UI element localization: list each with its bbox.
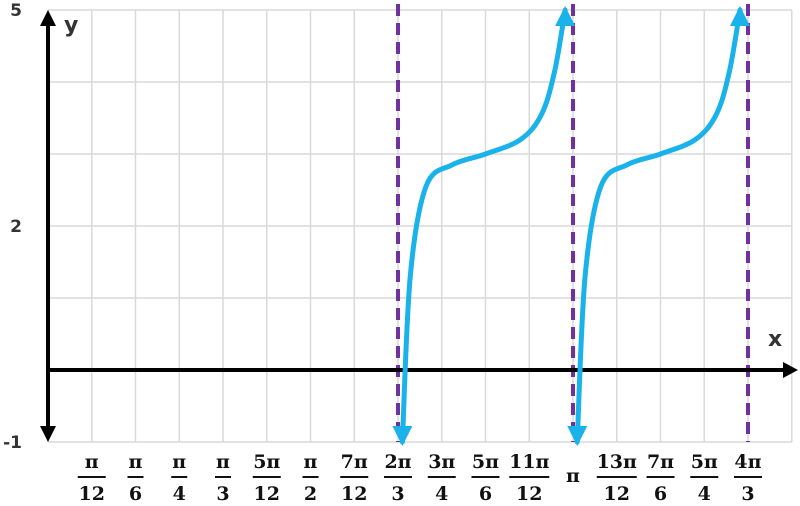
x-tick-numerator: π xyxy=(172,451,186,473)
y-axis-up-arrow-icon xyxy=(40,10,56,26)
y-tick-label: -1 xyxy=(3,433,22,453)
x-tick-numerator: 4π xyxy=(734,451,761,473)
x-tick-numerator: 2π xyxy=(384,451,411,473)
curve-down-arrow-icon xyxy=(392,426,413,446)
y-axis-down-arrow-icon xyxy=(40,426,56,442)
x-tick-numerator: π xyxy=(85,451,99,473)
x-tick-numerator: 5π xyxy=(472,451,499,473)
tangent-branch-1 xyxy=(399,7,568,445)
x-tick-denominator: 6 xyxy=(129,483,142,505)
x-tick-denominator: 3 xyxy=(391,483,404,505)
x-tick-label: π4 xyxy=(171,451,188,505)
x-tick-denominator: 12 xyxy=(341,483,367,505)
x-axis-label: x xyxy=(768,327,782,352)
x-tick-numerator: π xyxy=(216,451,230,473)
y-tick-labels: 5 2 -1 xyxy=(3,1,22,453)
x-tick-denominator: 12 xyxy=(79,483,105,505)
x-tick-label: π xyxy=(566,465,580,487)
x-tick-denominator: 4 xyxy=(435,483,448,505)
x-tick-numerator: 11π xyxy=(509,451,549,473)
x-tick-denominator: 4 xyxy=(698,483,711,505)
x-tick-denominator: 12 xyxy=(254,483,280,505)
x-tick-label: 5π4 xyxy=(690,451,719,505)
asymptotes xyxy=(396,4,750,442)
grid xyxy=(47,9,793,443)
x-tick-label: 2π3 xyxy=(384,451,413,505)
x-axis-arrow-icon xyxy=(783,362,798,378)
x-tick-label: π6 xyxy=(127,451,144,505)
x-tick-denominator: 4 xyxy=(173,483,186,505)
x-tick-label: π3 xyxy=(214,451,231,505)
x-tick-label: π2 xyxy=(302,451,319,505)
y-tick-label: 5 xyxy=(10,1,22,21)
x-tick-label: 7π6 xyxy=(646,451,675,505)
x-tick-numerator: π xyxy=(304,451,318,473)
x-tick-label: 5π6 xyxy=(471,451,500,505)
x-tick-numerator: π xyxy=(129,451,143,473)
tangent-branch-2 xyxy=(574,7,743,445)
x-tick-denominator: 6 xyxy=(654,483,667,505)
x-tick-numerator: 3π xyxy=(428,451,455,473)
x-tick-denominator: 3 xyxy=(741,483,754,505)
x-tick-denominator: 2 xyxy=(304,483,317,505)
x-tick-numerator: 7π xyxy=(341,451,368,473)
curve-up-arrow-icon xyxy=(555,6,576,26)
axes: x y xyxy=(40,10,798,442)
x-tick-numerator: 5π xyxy=(253,451,280,473)
x-tick-numerator: 7π xyxy=(647,451,674,473)
y-axis-label: y xyxy=(64,13,78,38)
x-tick-label: 3π4 xyxy=(427,451,456,505)
y-tick-label: 2 xyxy=(10,217,22,237)
x-tick-denominator: 12 xyxy=(604,483,630,505)
x-tick-denominator: 6 xyxy=(479,483,492,505)
curve-up-arrow-icon xyxy=(729,6,750,26)
curve-down-arrow-icon xyxy=(567,426,588,446)
x-tick-label: 4π3 xyxy=(734,451,762,505)
curves xyxy=(392,6,750,446)
x-tick-labels: π12π6π4π35π12π27π122π33π45π611π12π13π127… xyxy=(77,451,762,505)
x-tick-numerator: 5π xyxy=(691,451,718,473)
x-tick-label: π 12 xyxy=(77,451,106,505)
x-tick-numerator: 13π xyxy=(597,451,637,473)
x-tick-denominator: 12 xyxy=(516,483,542,505)
x-tick-denominator: 3 xyxy=(216,483,229,505)
